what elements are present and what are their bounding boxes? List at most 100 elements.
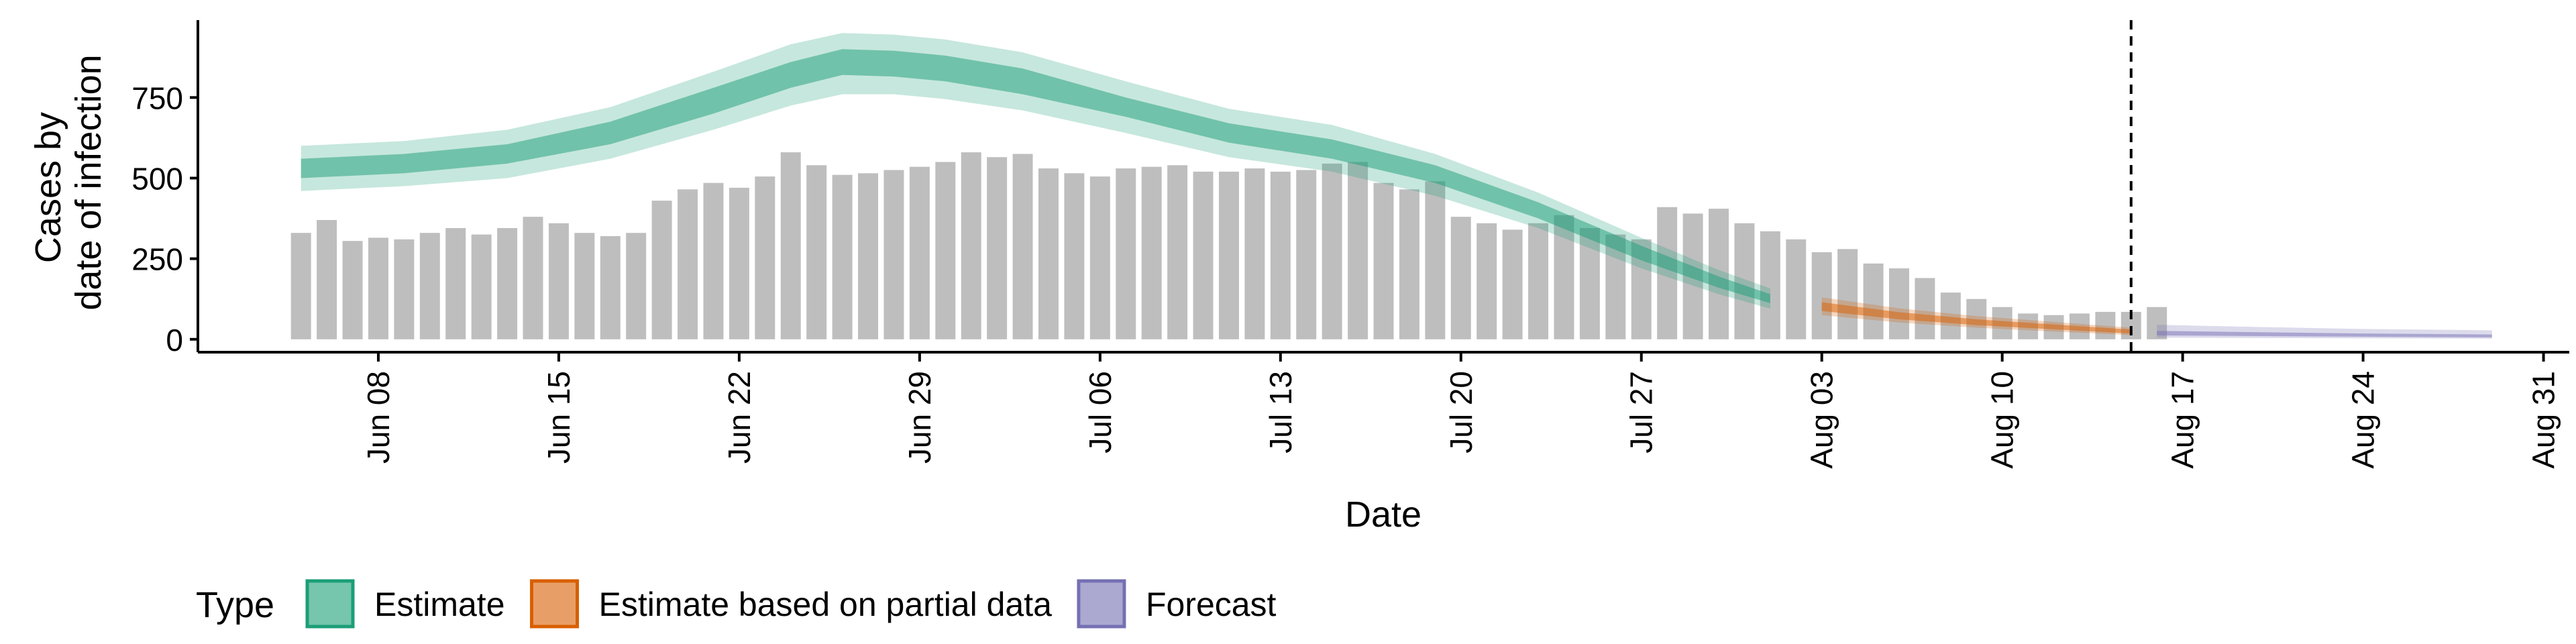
- y-tick-label: 750: [131, 80, 183, 115]
- case-bar: [1064, 173, 1085, 339]
- x-axis-title: Date: [1345, 494, 1421, 535]
- y-tick-label: 0: [166, 323, 183, 358]
- legend-label: Estimate: [374, 586, 505, 623]
- legend: Type Estimate Estimate based on partial d…: [196, 579, 1277, 629]
- y-axis-title: Cases by date of infection: [28, 54, 109, 310]
- case-bar: [1888, 268, 1909, 339]
- case-bar: [832, 174, 853, 339]
- legend-swatch: [1077, 579, 1126, 629]
- case-bar: [1399, 189, 1419, 339]
- case-bar: [419, 233, 440, 339]
- outer-credible-interval: [301, 33, 1770, 309]
- case-bar: [290, 233, 311, 339]
- series-1-band: [301, 33, 1770, 309]
- case-bar: [1940, 292, 1961, 339]
- y-axis-title-line-1: Cases by: [28, 112, 68, 263]
- case-bar: [1116, 168, 1136, 339]
- case-bar: [1193, 171, 1214, 339]
- x-tick-label: Jun 29: [902, 371, 937, 464]
- case-bar: [1657, 207, 1678, 339]
- case-bar: [806, 165, 827, 339]
- case-bar: [1218, 171, 1239, 339]
- case-bar: [445, 227, 466, 339]
- case-bar: [1012, 154, 1033, 339]
- case-bar: [523, 217, 543, 339]
- case-bar: [1477, 223, 1497, 339]
- case-bar: [1373, 182, 1394, 339]
- x-tick-label: Aug 17: [2165, 371, 2200, 469]
- case-bar: [1089, 176, 1110, 339]
- y-axis-title-line-2: date of infection: [68, 54, 109, 310]
- legend-label: Forecast: [1146, 586, 1277, 623]
- x-tick-label: Aug 03: [1805, 371, 1839, 469]
- case-bar: [678, 189, 698, 339]
- x-ticks: Jun 08 Jun 15 Jun 22 Jun 29 Jul 06 Jul 13 Jul …: [361, 352, 2561, 469]
- bars-layer: [290, 152, 2167, 339]
- case-bar: [471, 234, 492, 339]
- case-bar: [626, 233, 647, 339]
- x-tick-label: Jun 22: [722, 371, 757, 464]
- case-bar: [394, 239, 415, 339]
- case-bar: [935, 162, 956, 339]
- case-bar: [1502, 229, 1523, 339]
- case-bar: [1760, 231, 1780, 339]
- bands-layer: [301, 33, 2492, 339]
- case-bar: [2095, 311, 2116, 339]
- axes-layer: [197, 20, 2569, 354]
- case-bar: [961, 152, 981, 339]
- case-bar: [600, 235, 621, 339]
- series-2-band: [1821, 297, 2131, 335]
- x-tick-label: Jun 08: [361, 371, 396, 464]
- case-bar: [1915, 278, 1935, 339]
- x-tick-label: Jul 13: [1263, 371, 1298, 453]
- legend-items: Estimate Estimate based on partial data Fo…: [305, 579, 1277, 629]
- case-bar: [497, 227, 518, 339]
- case-bar: [317, 219, 337, 339]
- case-bar: [1811, 252, 1832, 339]
- legend-title: Type: [196, 585, 274, 625]
- inner-credible-interval: [2157, 331, 2492, 337]
- case-bar: [1348, 162, 1368, 339]
- case-bar: [1554, 215, 1574, 339]
- case-bar: [1270, 171, 1291, 339]
- legend-swatch: [305, 579, 355, 629]
- case-bar: [1863, 263, 1884, 339]
- case-bar: [368, 237, 388, 339]
- case-bar: [1837, 249, 1858, 339]
- legend-swatch: [530, 579, 580, 629]
- case-bar: [1322, 163, 1342, 339]
- case-bar: [729, 187, 749, 339]
- case-bar: [1038, 168, 1059, 339]
- case-bar: [1786, 239, 1807, 339]
- x-tick-label: Aug 31: [2526, 371, 2561, 469]
- x-tick-label: Jul 06: [1083, 371, 1118, 453]
- inner-credible-interval: [301, 49, 1770, 303]
- case-bar: [703, 182, 724, 339]
- case-bar: [651, 201, 672, 339]
- case-bar: [1734, 223, 1755, 339]
- case-bar: [1244, 168, 1265, 339]
- x-tick-label: Jul 20: [1444, 371, 1479, 453]
- x-tick-label: Jul 27: [1624, 371, 1659, 453]
- case-bar: [755, 176, 775, 339]
- case-bar: [342, 241, 363, 339]
- series-3-band: [2157, 325, 2492, 339]
- inner-credible-interval: [1821, 302, 2131, 334]
- case-bar: [909, 166, 930, 339]
- case-bar: [780, 152, 801, 339]
- x-tick-label: Aug 10: [1985, 371, 2020, 469]
- case-bar: [1167, 165, 1188, 339]
- x-tick-label: Aug 24: [2346, 371, 2381, 469]
- case-bar: [858, 173, 879, 339]
- case-bar: [1450, 217, 1471, 339]
- case-bar: [987, 157, 1008, 339]
- legend-label: Estimate based on partial data: [599, 586, 1053, 623]
- case-bar: [883, 170, 904, 339]
- case-bar: [1296, 170, 1317, 339]
- y-tick-label: 250: [131, 242, 183, 277]
- case-bar: [1425, 181, 1446, 339]
- case-bar: [548, 223, 569, 339]
- y-tick-label: 500: [131, 161, 183, 196]
- case-bar: [1528, 223, 1549, 339]
